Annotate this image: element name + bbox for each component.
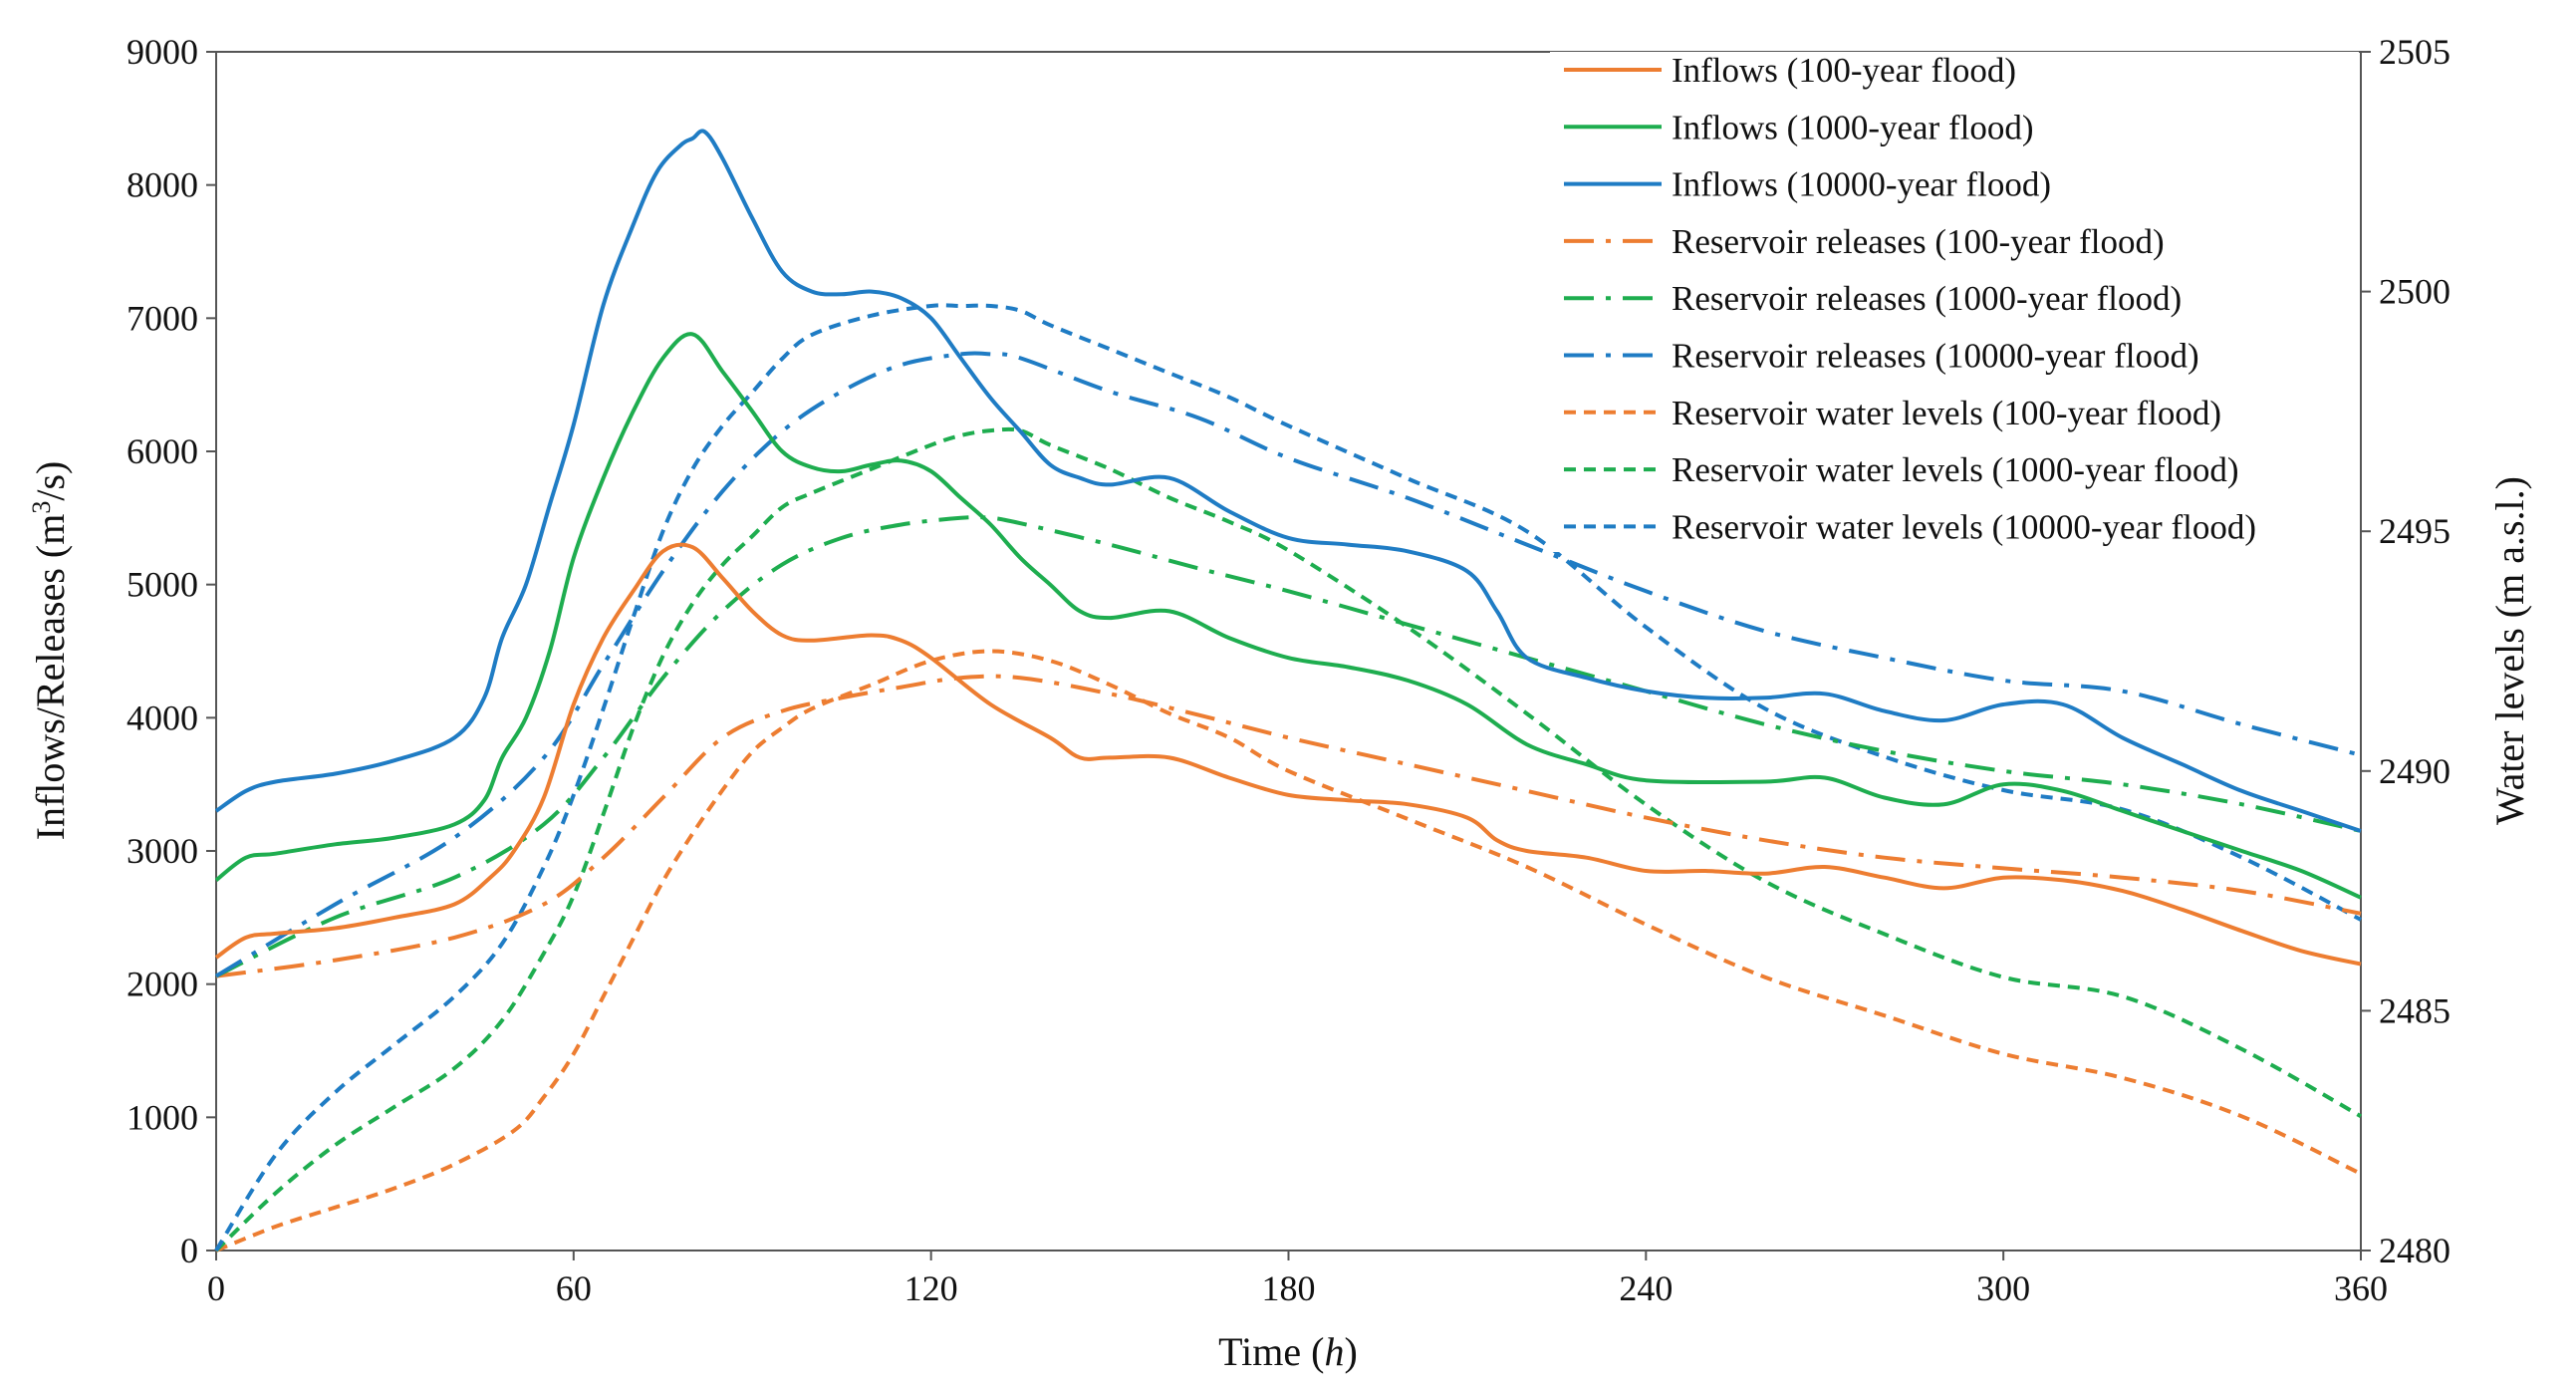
series-line-6: [215, 649, 2362, 1253]
legend-label-7: Reservoir water levels (1000-year flood): [1672, 450, 2239, 489]
series-line-7: [214, 426, 2362, 1253]
series-line-1: [214, 332, 2362, 900]
right-tick-label: 2490: [2379, 751, 2450, 791]
left-tick-label: 4000: [127, 697, 198, 737]
left-axis-title-tail: /s): [28, 461, 73, 501]
left-tick-label: 0: [180, 1231, 198, 1270]
right-tick-label: 2505: [2379, 32, 2450, 72]
left-axis-title: Inflows/Releases (m3/s): [27, 461, 73, 841]
legend-label-1: Inflows (1000-year flood): [1672, 108, 2034, 146]
legend-label-5: Reservoir releases (10000-year flood): [1672, 337, 2199, 376]
left-tick-label: 8000: [127, 165, 198, 205]
left-axis-title-sup: 3: [27, 501, 56, 514]
series-line-0: [214, 542, 2362, 967]
series-lines: [214, 129, 2362, 1253]
right-tick-label: 2495: [2379, 511, 2450, 551]
right-tick-label: 2485: [2379, 990, 2450, 1030]
left-tick-label: 1000: [127, 1097, 198, 1137]
legend-box: [1550, 52, 2359, 552]
x-tick-label: 0: [207, 1268, 225, 1308]
left-tick-label: 3000: [127, 831, 198, 871]
legend-label-4: Reservoir releases (1000-year flood): [1672, 279, 2182, 318]
x-tick-label: 180: [1262, 1268, 1316, 1308]
left-tick-label: 2000: [127, 965, 198, 1004]
legend-label-6: Reservoir water levels (100-year flood): [1672, 394, 2221, 432]
left-tick-label: 5000: [127, 565, 198, 605]
x-tick-label: 240: [1619, 1268, 1673, 1308]
left-tick-label: 7000: [127, 298, 198, 338]
right-axis-title: Water levels (m a.s.l.): [2487, 476, 2532, 825]
right-axis-ticks: 2480 2485 2490 2495 2500 2505: [2361, 32, 2450, 1270]
series-line-4: [215, 515, 2362, 978]
left-tick-label: 6000: [127, 431, 198, 471]
left-axis-ticks: 0 1000 2000 3000 4000 5000 6000 7000 8000 9000: [127, 32, 216, 1270]
x-axis-ticks: 0 60 120 180 240 300 360: [207, 1251, 2388, 1308]
x-tick-label: 300: [1976, 1268, 2030, 1308]
left-axis-title-text: Inflows/Releases (m: [28, 514, 73, 841]
legend-label-2: Inflows (10000-year flood): [1672, 165, 2051, 204]
legend: Inflows (100-year flood) Inflows (1000-ye…: [1564, 51, 2256, 546]
left-tick-label: 9000: [127, 32, 198, 72]
right-tick-label: 2480: [2379, 1231, 2450, 1270]
series-line-3: [215, 674, 2362, 978]
right-tick-label: 2500: [2379, 272, 2450, 312]
x-tick-label: 60: [556, 1268, 592, 1308]
x-axis-title-text: Time: [1218, 1329, 1301, 1374]
x-axis-title: Time (h): [1218, 1329, 1358, 1374]
legend-label-0: Inflows (100-year flood): [1672, 51, 2016, 90]
series-line-2: [214, 129, 2362, 833]
series-line-5: [214, 351, 2362, 978]
x-tick-label: 360: [2334, 1268, 2388, 1308]
legend-label-3: Reservoir releases (100-year flood): [1672, 222, 2165, 261]
legend-label-8: Reservoir water levels (10000-year flood…: [1672, 507, 2256, 546]
x-axis-title-unit: h: [1325, 1329, 1345, 1374]
x-tick-label: 120: [904, 1268, 958, 1308]
